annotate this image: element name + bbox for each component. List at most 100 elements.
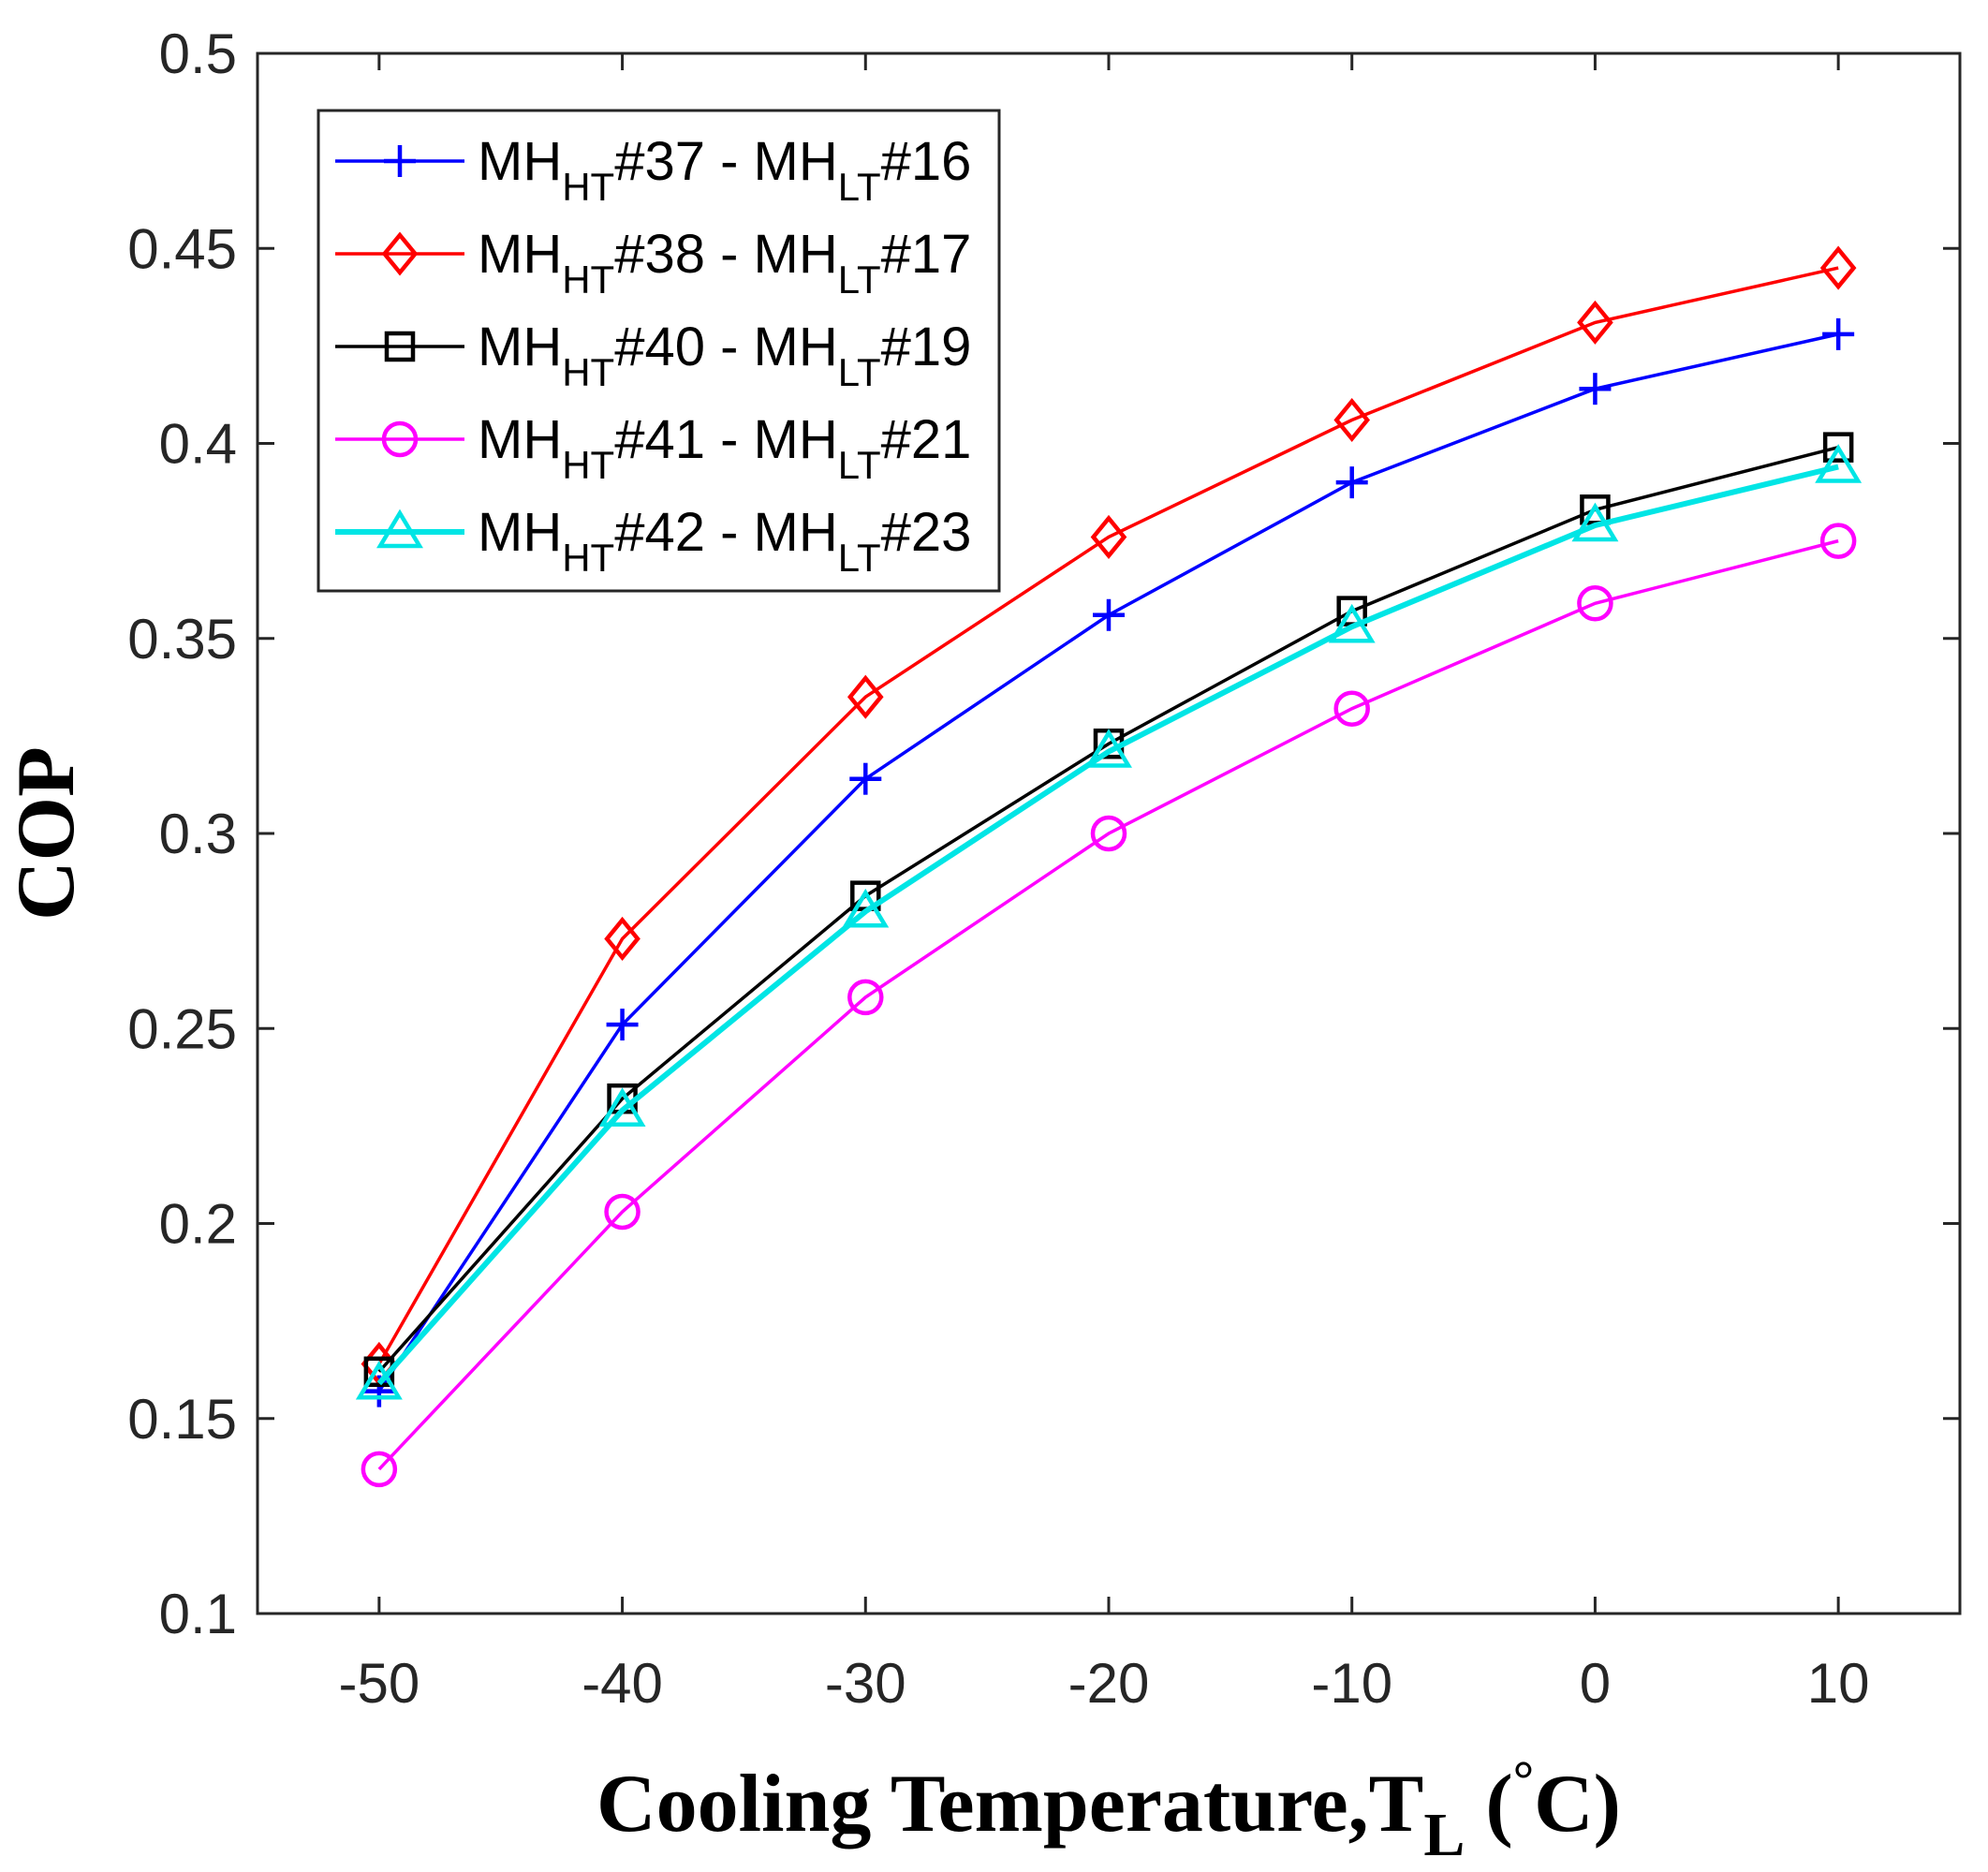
series-line-triangle (376, 464, 1839, 1386)
legend-label-part: #38 - MH (614, 224, 838, 285)
legend-label-part: #37 - MH (614, 131, 838, 192)
data-point-triangle (1815, 444, 1863, 483)
legend-item: MHHT#37 - MHLT#16 (335, 131, 971, 209)
legend-item: MHHT#41 - MHLT#21 (335, 409, 971, 487)
legend-item: MHHT#38 - MHLT#17 (335, 224, 971, 302)
x-tick-label: -30 (825, 1652, 906, 1715)
data-point-square (1822, 432, 1854, 463)
axis-labels: COP Cooling Temperature,TL (°C) (1, 746, 1621, 1869)
series-circle (361, 523, 1857, 1488)
x-tick-label: -40 (582, 1652, 663, 1715)
legend-label-part: #40 - MH (614, 317, 838, 377)
legend-label-subscript: LT (838, 443, 881, 487)
legend-label-subscript: LT (838, 165, 881, 209)
legend-label: MHHT#40 - MHLT#19 (478, 317, 971, 394)
y-tick-label: 0.45 (127, 217, 237, 280)
y-tick-label: 0.5 (159, 22, 237, 85)
axis-ticks: -50 -40 -30 -20 -10 0 10 0.1 0.15 0.2 0.25 0.3 0.35 0… (127, 22, 1960, 1715)
legend-label-part: MH (478, 409, 562, 470)
legend-label-part: #19 (881, 317, 972, 377)
legend-box (317, 109, 1001, 593)
data-point-plus (849, 762, 882, 795)
data-point-plus (1335, 466, 1368, 499)
data-point-triangle (598, 1087, 646, 1127)
data-point-diamond (1333, 397, 1371, 443)
legend-item: MHHT#40 - MHLT#19 (335, 317, 971, 394)
y-tick-label: 0.4 (159, 413, 237, 476)
data-point-diamond (1819, 245, 1857, 290)
legend-label-part: MH (478, 224, 562, 285)
data-point-circle (1090, 815, 1127, 852)
y-axis-title: COP (1, 746, 92, 921)
legend-label-part: #23 (881, 502, 972, 563)
legend-label-subscript: HT (562, 536, 614, 580)
x-tick-label: 10 (1807, 1652, 1870, 1715)
x-tick-label: -50 (338, 1652, 420, 1715)
x-tick-label: -10 (1311, 1652, 1392, 1715)
legend-label: MHHT#37 - MHLT#16 (478, 131, 971, 209)
x-axis-title-close: C) (1534, 1759, 1621, 1850)
data-point-triangle (1085, 729, 1132, 768)
x-axis-title-subscript: L (1423, 1801, 1465, 1869)
legend-label-part: #41 - MH (614, 409, 838, 470)
data-point-plus (606, 1009, 639, 1041)
legend-label-subscript: LT (838, 258, 881, 302)
data-point-circle (1577, 585, 1613, 622)
data-point-circle (604, 1193, 641, 1231)
legend-label-part: #17 (881, 224, 972, 285)
y-tick-label: 0.15 (127, 1388, 237, 1451)
legend-label-subscript: LT (838, 350, 881, 394)
x-axis-title: Cooling Temperature,TL (°C) (596, 1751, 1621, 1869)
legend-label: MHHT#38 - MHLT#17 (478, 224, 971, 302)
data-point-plus (1579, 373, 1612, 405)
legend-label-subscript: HT (562, 443, 614, 487)
data-point-circle (1819, 523, 1857, 559)
legend-label-subscript: HT (562, 350, 614, 394)
legend-label: MHHT#42 - MHLT#23 (478, 502, 971, 580)
y-tick-label: 0.1 (159, 1583, 237, 1645)
x-tick-label: -20 (1068, 1652, 1150, 1715)
data-point-plus (1093, 598, 1125, 631)
data-point-triangle (1571, 502, 1619, 542)
data-point-triangle (355, 1360, 403, 1400)
data-point-plus (1822, 317, 1855, 350)
legend-label-subscript: HT (562, 165, 614, 209)
legend-label-part: #42 - MH (614, 502, 838, 563)
y-tick-label: 0.25 (127, 997, 237, 1060)
series-layer (355, 245, 1863, 1488)
series-line-circle (377, 538, 1839, 1471)
legend-label-part: #21 (881, 409, 972, 470)
x-axis-title-main: Cooling Temperature,T (596, 1759, 1423, 1850)
series-triangle (355, 444, 1863, 1400)
legend-label-part: #16 (881, 131, 972, 192)
y-tick-label: 0.3 (159, 803, 237, 865)
legend-label-subscript: LT (838, 536, 881, 580)
x-tick-label: 0 (1580, 1652, 1611, 1715)
legend-label-part: MH (478, 317, 562, 377)
series-plus (362, 317, 1855, 1408)
legend-marker-diamond (381, 231, 419, 276)
x-axis-title-degree: ° (1513, 1751, 1534, 1809)
data-point-circle (847, 979, 884, 1016)
series-line-diamond (377, 266, 1839, 1365)
data-point-triangle (842, 888, 890, 928)
legend-marker-triangle (376, 509, 423, 549)
data-point-diamond (1090, 514, 1127, 560)
legend-label-part: MH (478, 131, 562, 192)
legend-marker-square (384, 331, 416, 362)
plot-frame (256, 52, 1962, 1615)
data-point-circle (361, 1451, 398, 1488)
legend-item: MHHT#42 - MHLT#23 (335, 502, 971, 580)
legend-label-part: MH (478, 502, 562, 563)
x-axis-title-open: ( (1465, 1759, 1512, 1850)
y-tick-label: 0.35 (127, 608, 237, 671)
data-point-diamond (604, 916, 641, 962)
legend-marker-circle (381, 420, 419, 458)
data-point-diamond (1577, 300, 1613, 345)
legend-label-subscript: HT (562, 258, 614, 302)
legend-marker-plus (384, 145, 416, 177)
legend-label: MHHT#41 - MHLT#21 (478, 409, 971, 487)
data-point-triangle (1328, 603, 1376, 643)
